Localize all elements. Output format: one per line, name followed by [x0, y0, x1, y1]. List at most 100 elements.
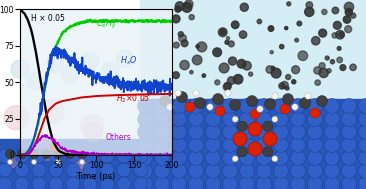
Circle shape — [359, 112, 366, 126]
Circle shape — [325, 56, 329, 60]
Circle shape — [273, 150, 288, 166]
Circle shape — [283, 94, 294, 105]
Circle shape — [271, 66, 275, 70]
Circle shape — [325, 112, 340, 126]
Circle shape — [307, 150, 322, 166]
Circle shape — [337, 46, 341, 50]
Circle shape — [172, 163, 187, 178]
Circle shape — [15, 177, 29, 189]
Circle shape — [239, 31, 247, 38]
Circle shape — [84, 123, 102, 142]
Circle shape — [223, 125, 238, 139]
Circle shape — [228, 41, 234, 47]
Circle shape — [81, 52, 99, 70]
Circle shape — [319, 68, 328, 77]
Circle shape — [340, 65, 346, 70]
Text: $H_xO$: $H_xO$ — [120, 54, 138, 67]
Circle shape — [7, 160, 12, 164]
Circle shape — [292, 66, 300, 74]
Circle shape — [225, 40, 229, 44]
Circle shape — [257, 163, 272, 178]
Circle shape — [117, 163, 131, 177]
Circle shape — [180, 60, 189, 70]
Circle shape — [50, 142, 60, 152]
Circle shape — [172, 112, 187, 126]
Circle shape — [359, 177, 366, 189]
Circle shape — [213, 48, 221, 57]
Text: H × 0.05: H × 0.05 — [31, 14, 65, 23]
Circle shape — [193, 55, 202, 65]
Circle shape — [154, 125, 169, 139]
Circle shape — [325, 125, 340, 139]
Circle shape — [325, 150, 340, 166]
Circle shape — [172, 98, 187, 114]
Circle shape — [83, 149, 97, 163]
Circle shape — [280, 104, 290, 114]
Circle shape — [227, 77, 235, 84]
Circle shape — [305, 7, 314, 16]
Circle shape — [223, 112, 238, 126]
Circle shape — [285, 86, 289, 90]
Circle shape — [333, 21, 341, 29]
Circle shape — [182, 2, 192, 12]
Circle shape — [223, 163, 238, 178]
Circle shape — [270, 51, 273, 54]
Circle shape — [79, 160, 85, 164]
Circle shape — [332, 7, 339, 14]
Circle shape — [307, 112, 322, 126]
Circle shape — [66, 149, 75, 159]
Circle shape — [83, 163, 97, 177]
Circle shape — [219, 63, 229, 73]
Circle shape — [4, 106, 28, 130]
Circle shape — [100, 149, 114, 163]
Circle shape — [306, 2, 313, 8]
Circle shape — [273, 112, 288, 126]
Circle shape — [250, 109, 260, 119]
Circle shape — [66, 177, 80, 189]
Circle shape — [291, 138, 306, 153]
Circle shape — [188, 98, 203, 114]
Circle shape — [248, 142, 262, 156]
Circle shape — [138, 150, 153, 166]
X-axis label: Time (ps): Time (ps) — [76, 172, 116, 181]
Circle shape — [71, 153, 91, 173]
Circle shape — [227, 37, 229, 40]
Circle shape — [134, 177, 148, 189]
Circle shape — [266, 66, 273, 73]
Circle shape — [32, 149, 46, 163]
Circle shape — [172, 150, 187, 166]
Circle shape — [298, 51, 307, 60]
Circle shape — [291, 125, 306, 139]
Circle shape — [295, 38, 299, 42]
Circle shape — [205, 177, 220, 189]
Circle shape — [325, 98, 340, 114]
Circle shape — [232, 156, 238, 162]
Text: $C_xH_y$: $C_xH_y$ — [96, 18, 117, 31]
Circle shape — [291, 150, 306, 166]
Circle shape — [172, 177, 187, 189]
Circle shape — [286, 74, 291, 80]
Circle shape — [272, 93, 278, 99]
Circle shape — [154, 150, 169, 166]
Circle shape — [0, 149, 12, 163]
Circle shape — [239, 177, 254, 189]
Circle shape — [61, 65, 79, 83]
Circle shape — [194, 98, 205, 108]
Circle shape — [237, 147, 247, 157]
Circle shape — [205, 98, 220, 114]
Bar — [0, 139, 140, 189]
Circle shape — [307, 125, 322, 139]
Circle shape — [281, 81, 288, 89]
Circle shape — [175, 2, 184, 11]
Circle shape — [311, 36, 320, 45]
Circle shape — [176, 91, 187, 102]
Circle shape — [188, 177, 203, 189]
Circle shape — [337, 57, 343, 63]
Circle shape — [167, 104, 173, 110]
Circle shape — [341, 138, 356, 153]
Circle shape — [7, 156, 18, 167]
Circle shape — [215, 106, 225, 116]
Circle shape — [351, 13, 356, 18]
Circle shape — [178, 32, 183, 37]
Circle shape — [229, 99, 240, 111]
